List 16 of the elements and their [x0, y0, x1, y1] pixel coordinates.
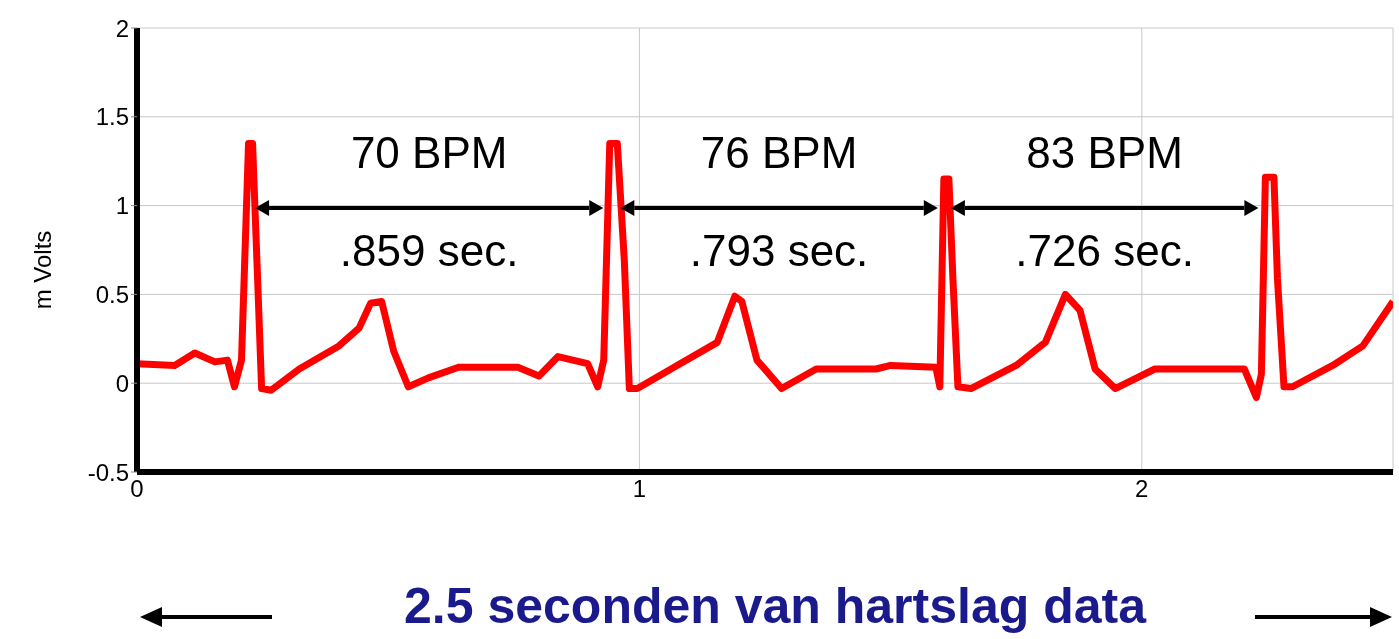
y-tick-label: 1.5	[95, 103, 129, 131]
y-tick-label: -0.5	[87, 458, 129, 486]
annotation: 76 BPM	[700, 127, 858, 177]
annotation: .859 sec.	[339, 225, 519, 275]
y-tick-label: 0	[115, 369, 129, 397]
y-tick-label: 2	[115, 14, 129, 42]
y-tick-label: 1	[115, 192, 129, 220]
annotation: .793 sec.	[689, 225, 869, 275]
annotation: 70 BPM	[350, 127, 508, 177]
y-tick-label: 0.5	[95, 280, 129, 308]
x-tick-label: 2	[1135, 475, 1149, 503]
x-axis-title: 2.5 seconden van hartslag data	[404, 578, 1148, 635]
annotation: 83 BPM	[1026, 127, 1183, 177]
annotation: .726 sec.	[1015, 225, 1194, 275]
x-tick-label: 1	[632, 475, 647, 503]
y-axis-title: m Volts	[29, 230, 57, 310]
